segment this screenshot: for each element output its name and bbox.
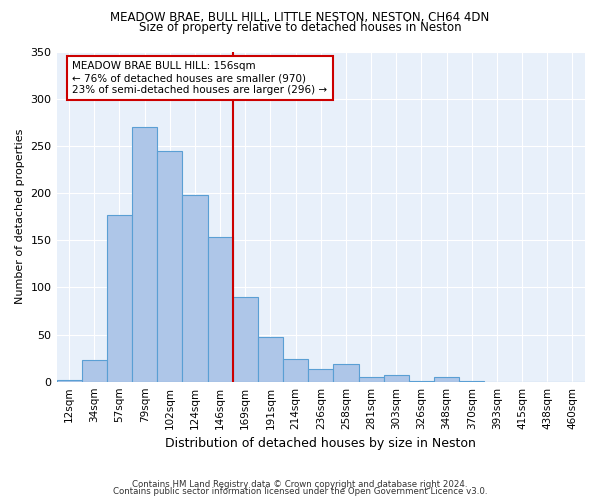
Text: Contains HM Land Registry data © Crown copyright and database right 2024.: Contains HM Land Registry data © Crown c… <box>132 480 468 489</box>
Bar <box>56 380 82 382</box>
Bar <box>383 375 409 382</box>
Bar <box>182 195 208 382</box>
Bar <box>107 214 132 382</box>
Bar <box>459 380 484 382</box>
Y-axis label: Number of detached properties: Number of detached properties <box>15 129 25 304</box>
Bar <box>283 359 308 382</box>
Bar <box>359 377 383 382</box>
Bar <box>308 370 334 382</box>
Bar <box>157 150 182 382</box>
Bar <box>258 338 283 382</box>
Text: Size of property relative to detached houses in Neston: Size of property relative to detached ho… <box>139 21 461 34</box>
Text: MEADOW BRAE BULL HILL: 156sqm
← 76% of detached houses are smaller (970)
23% of : MEADOW BRAE BULL HILL: 156sqm ← 76% of d… <box>73 62 328 94</box>
Text: MEADOW BRAE, BULL HILL, LITTLE NESTON, NESTON, CH64 4DN: MEADOW BRAE, BULL HILL, LITTLE NESTON, N… <box>110 11 490 24</box>
Bar <box>434 377 459 382</box>
X-axis label: Distribution of detached houses by size in Neston: Distribution of detached houses by size … <box>166 437 476 450</box>
Text: Contains public sector information licensed under the Open Government Licence v3: Contains public sector information licen… <box>113 487 487 496</box>
Bar <box>334 364 359 382</box>
Bar <box>208 238 233 382</box>
Bar <box>409 380 434 382</box>
Bar <box>233 297 258 382</box>
Bar <box>132 127 157 382</box>
Bar <box>82 360 107 382</box>
